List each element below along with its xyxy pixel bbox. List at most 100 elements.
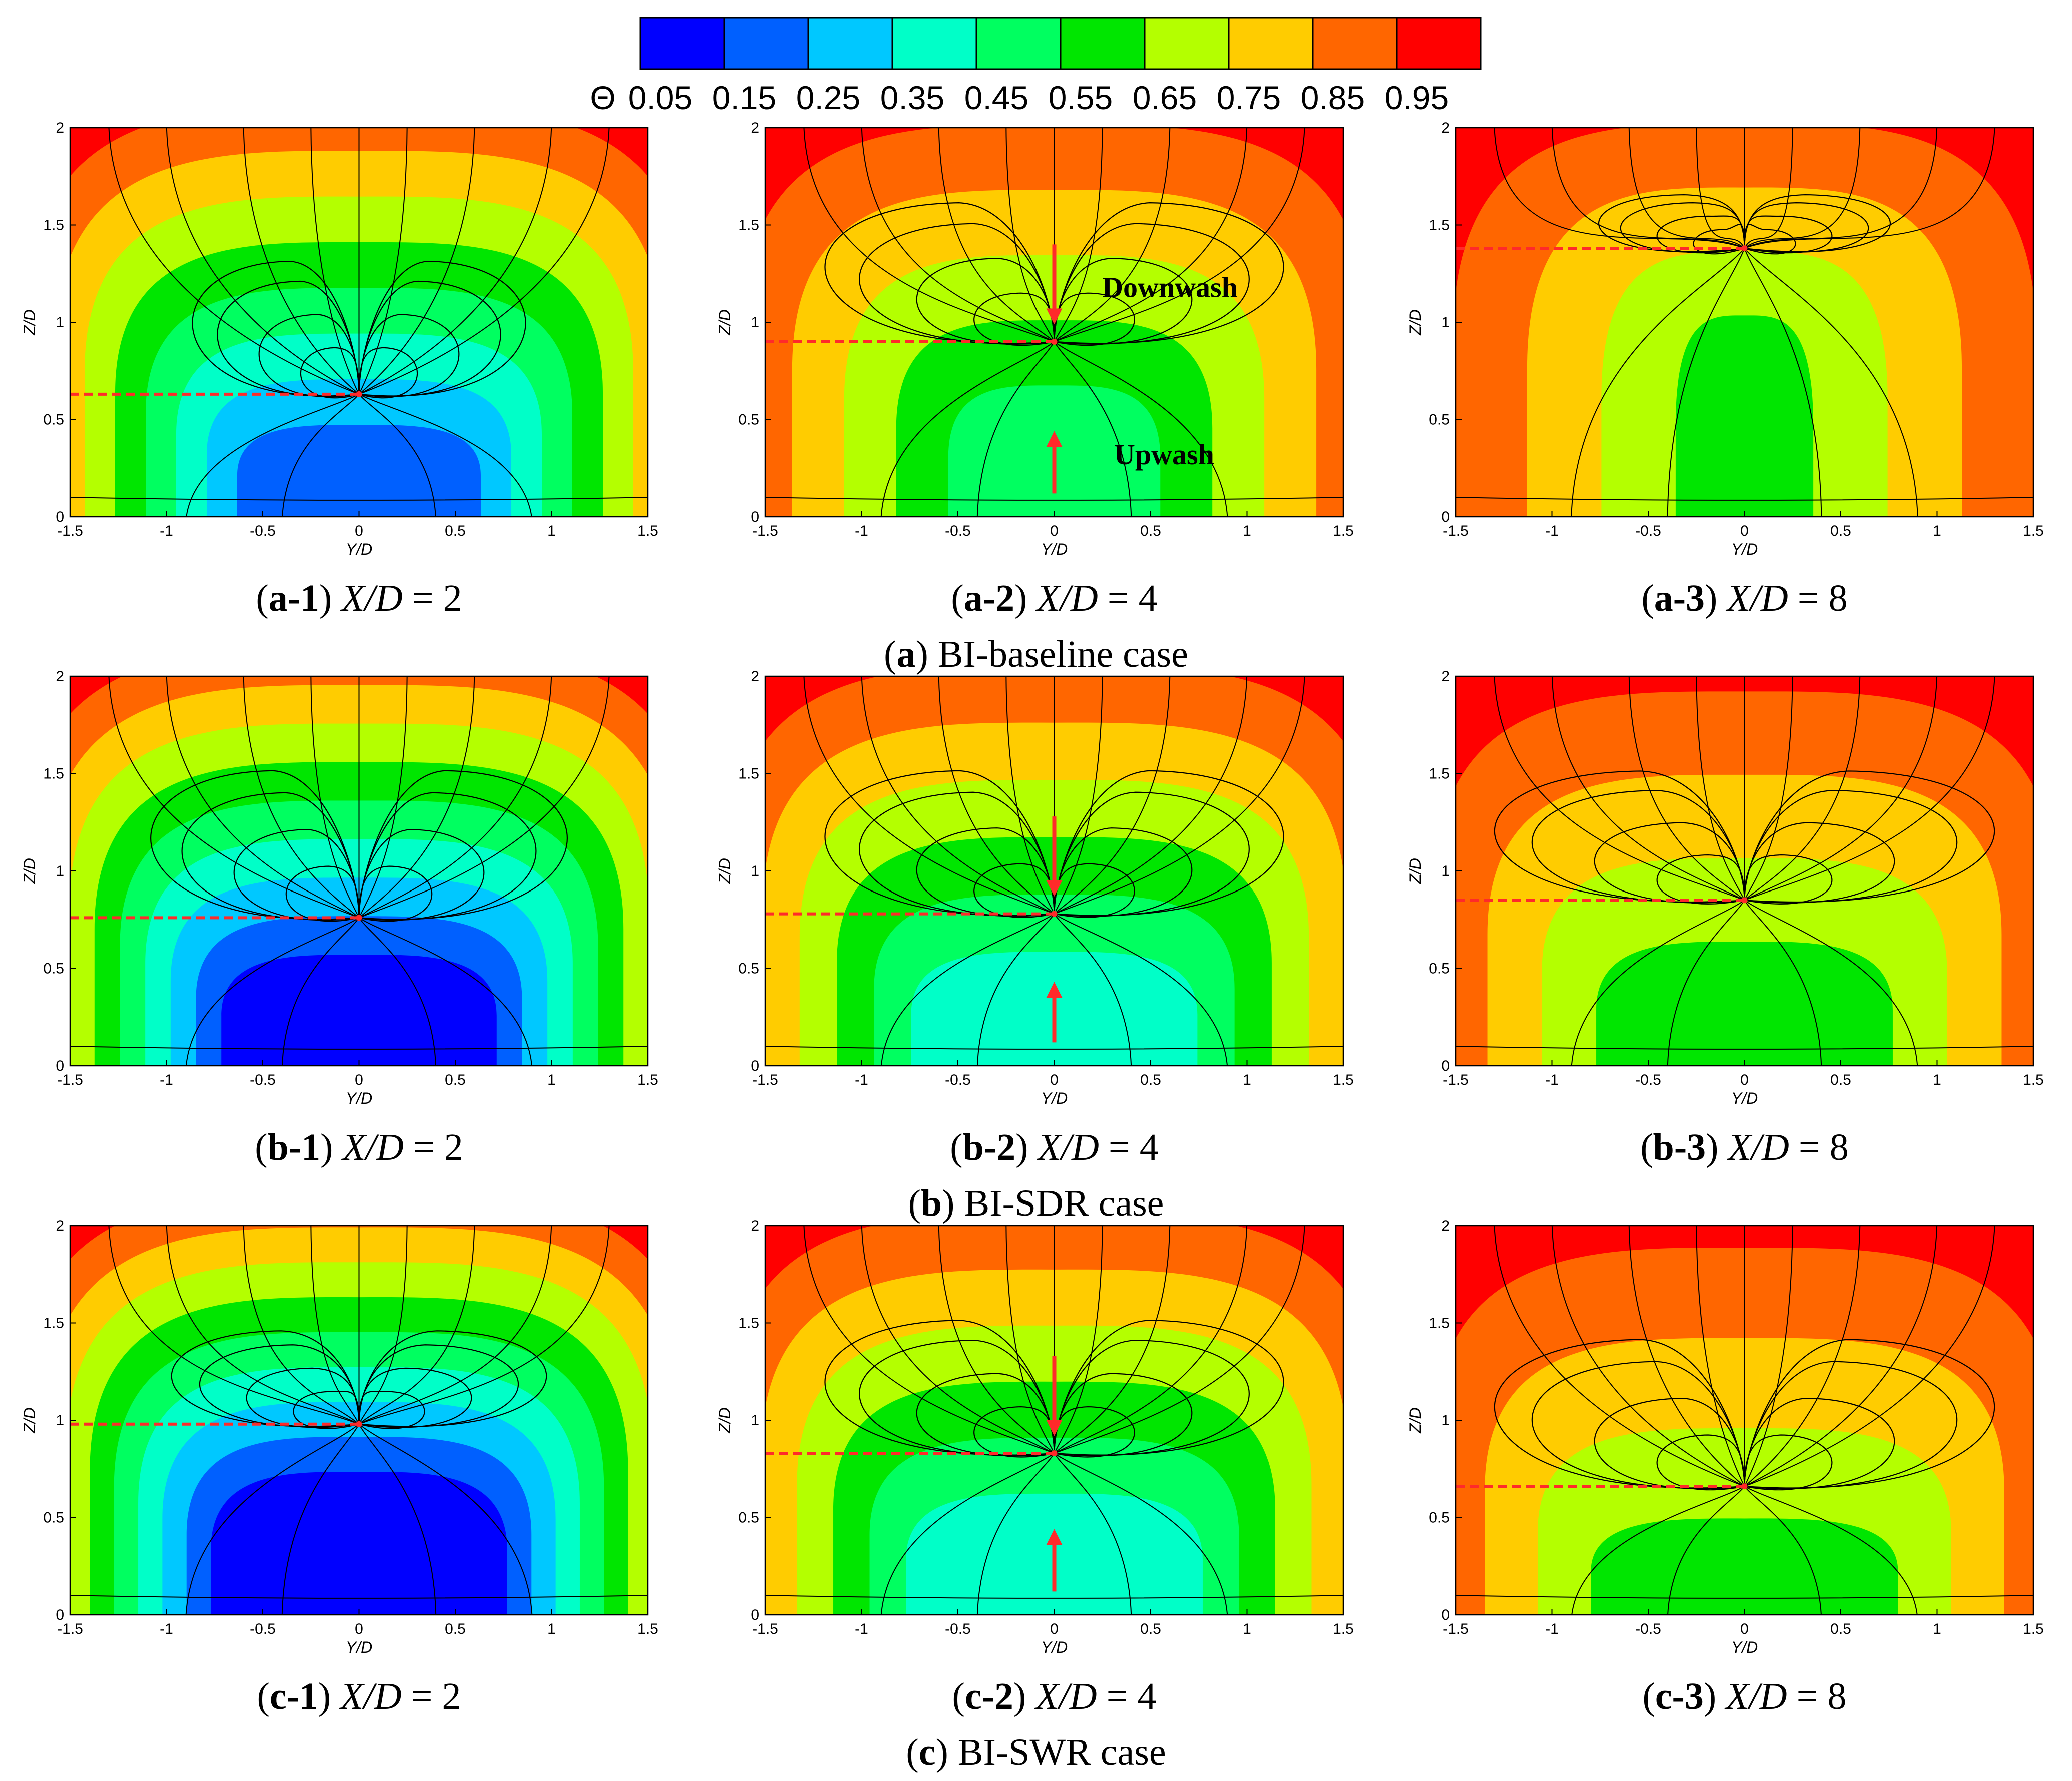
y-tick-label: 1 <box>1441 863 1450 879</box>
streamline <box>1744 822 1895 904</box>
x-axis-label: Y/D <box>346 1638 372 1656</box>
x-tick-label: 0.5 <box>445 1072 466 1088</box>
y-tick-label: 1.5 <box>1429 766 1450 782</box>
x-tick-label: -0.5 <box>945 1621 971 1637</box>
streamline <box>70 497 648 501</box>
streamline <box>217 280 360 397</box>
streamline <box>1054 770 1284 916</box>
colorbar-tick-label: 0.25 <box>796 79 860 116</box>
colorbar-tick-label: 0.75 <box>1217 79 1281 116</box>
x-axis-label: Y/D <box>1731 540 1758 558</box>
row-caption: (c) BI-SWR case <box>906 1731 1166 1773</box>
streamline <box>1744 194 1891 252</box>
streamline <box>358 128 475 395</box>
y-tick-label: 0 <box>56 1607 64 1623</box>
streamline <box>70 1046 648 1050</box>
streamline <box>358 917 436 1066</box>
y-axis-label: Z/D <box>21 309 39 336</box>
streamline <box>1054 341 1132 517</box>
streamline <box>1494 676 1745 901</box>
y-tick-label: 0.5 <box>738 961 759 977</box>
streamline <box>358 917 532 1066</box>
streamline <box>1054 791 1250 917</box>
streamline <box>803 128 1055 342</box>
colorbar-swatch <box>1144 17 1230 70</box>
colorbar-symbol: Θ <box>590 79 615 116</box>
x-tick-label: -0.5 <box>250 523 276 539</box>
vortex-center-point <box>356 1421 362 1427</box>
panel-a-1: -1.5 -1 -0.5 0 0.5 1 1.5 0 0.5 1 1.5 2 Y/D Z/D <box>21 120 658 558</box>
colorbar-tick-label: 0.55 <box>1049 79 1113 116</box>
colorbar-swatch <box>1396 17 1482 70</box>
x-tick-label: -0.5 <box>1635 1072 1661 1088</box>
y-tick-label: 1 <box>1441 1412 1450 1429</box>
streamline <box>824 1320 1055 1456</box>
x-tick-label: -1 <box>1545 1621 1559 1637</box>
vortex-center-point <box>1051 338 1058 345</box>
streamline <box>1571 1486 1745 1615</box>
streamline <box>358 1226 408 1425</box>
streamline <box>358 1344 519 1427</box>
streamline <box>1744 1226 1937 1487</box>
x-tick-label: 1 <box>1243 523 1251 539</box>
y-tick-label: 2 <box>751 668 759 685</box>
y-tick-label: 1 <box>751 1412 759 1429</box>
y-tick-label: 1 <box>56 1412 64 1429</box>
streamline <box>1744 900 1918 1066</box>
streamline <box>243 676 360 919</box>
streamline <box>1054 1226 1171 1454</box>
y-tick-label: 0 <box>1441 1607 1450 1623</box>
streamline <box>1744 676 1937 901</box>
streamline <box>1744 128 1793 249</box>
x-axis-label: Y/D <box>346 1089 372 1107</box>
y-tick-label: 1.5 <box>738 766 759 782</box>
panel-a-2: Downwash Upwash -1.5 -1 -0.5 0 0.5 1 1.5 0 0.5 1 1.5… <box>716 120 1354 558</box>
colorbar-swatch <box>1312 17 1398 70</box>
contour-band <box>237 425 481 517</box>
streamline <box>765 497 1343 501</box>
y-tick-label: 0.5 <box>1429 1510 1450 1526</box>
streamline <box>1054 863 1135 918</box>
row-caption: (a) BI-baseline case <box>884 633 1188 675</box>
streamline <box>1667 248 1745 517</box>
y-axis-label: Z/D <box>716 1407 734 1434</box>
streamline <box>1054 258 1193 345</box>
streamline <box>973 292 1055 346</box>
x-tick-label: 1 <box>1933 1072 1941 1088</box>
streamline <box>1744 1486 1918 1615</box>
streamline <box>1054 914 1132 1066</box>
colorbar-swatch <box>639 17 725 70</box>
streamline <box>186 917 360 1066</box>
contour-band <box>1591 1518 1898 1615</box>
streamline <box>1054 676 1305 915</box>
x-tick-label: -1.5 <box>752 523 778 539</box>
x-tick-label: 0.5 <box>1140 523 1161 539</box>
x-tick-label: -0.5 <box>250 1072 276 1088</box>
streamline <box>199 1344 360 1427</box>
streamline <box>824 770 1055 916</box>
x-tick-label: 1.5 <box>2023 1621 2044 1637</box>
x-tick-label: 0.5 <box>445 523 466 539</box>
streamline <box>1054 1226 1103 1454</box>
streamline <box>358 1424 533 1615</box>
colorbar-legend: Θ 0.05 0.15 0.25 0.35 0.45 0.55 0.65 0.75 0.85 0.9… <box>590 17 1482 116</box>
panel-c-2: -1.5 -1 -0.5 0 0.5 1 1.5 0 0.5 1 1.5 2 Y/D Z/D <box>716 1218 1354 1656</box>
y-tick-label: 0.5 <box>738 412 759 428</box>
streamline <box>803 1226 1055 1454</box>
y-tick-label: 1.5 <box>43 766 64 782</box>
panel-caption: (a-2) X/D = 4 <box>951 577 1157 619</box>
x-tick-label: -1 <box>855 523 868 539</box>
streamline <box>1054 1406 1135 1458</box>
vortex-center-point <box>1741 897 1748 904</box>
streamline <box>108 128 359 395</box>
streamline <box>1054 128 1247 342</box>
streamline <box>1696 128 1745 249</box>
panel-caption: (b-1) X/D = 2 <box>255 1126 463 1168</box>
streamline <box>824 202 1055 344</box>
streamline <box>359 1226 610 1425</box>
streamline <box>1552 1226 1745 1487</box>
streamline <box>1744 790 1958 903</box>
y-tick-label: 1.5 <box>43 217 64 234</box>
streamline <box>1456 497 2033 501</box>
x-tick-label: 1.5 <box>1333 523 1354 539</box>
